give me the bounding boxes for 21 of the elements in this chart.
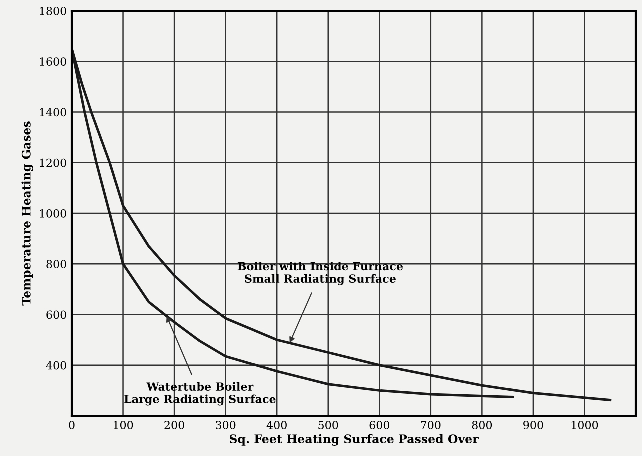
x-tick-label: 200 (164, 421, 184, 430)
y-tick-label: 600 (46, 310, 66, 320)
x-tick-label: 400 (266, 421, 287, 430)
y-axis-title: Temperature Heating Gases (22, 122, 34, 306)
y-tick-label: 1000 (40, 209, 66, 218)
x-tick-label: 900 (524, 421, 544, 430)
y-tick-label: 400 (46, 361, 66, 370)
x-tick-label: 500 (318, 421, 338, 430)
y-tick-label: 1600 (40, 58, 66, 66)
x-tick-label: 600 (370, 421, 390, 430)
x-tick-label: 800 (472, 421, 492, 430)
y-tick-label: 1400 (40, 108, 66, 117)
y-tick-label: 800 (46, 260, 66, 269)
x-tick-label: 100 (114, 421, 134, 430)
x-axis-title: Sq. Feet Heating Surface Passed Over (230, 434, 479, 446)
x-tick-label: 300 (216, 421, 236, 430)
y-tick-label: 1800 (40, 6, 66, 16)
x-tick-label: 0 (69, 421, 75, 430)
x-tick-label: 1000 (572, 421, 598, 430)
x-tick-label: 700 (421, 421, 441, 430)
y-tick-label: 1200 (40, 158, 66, 168)
